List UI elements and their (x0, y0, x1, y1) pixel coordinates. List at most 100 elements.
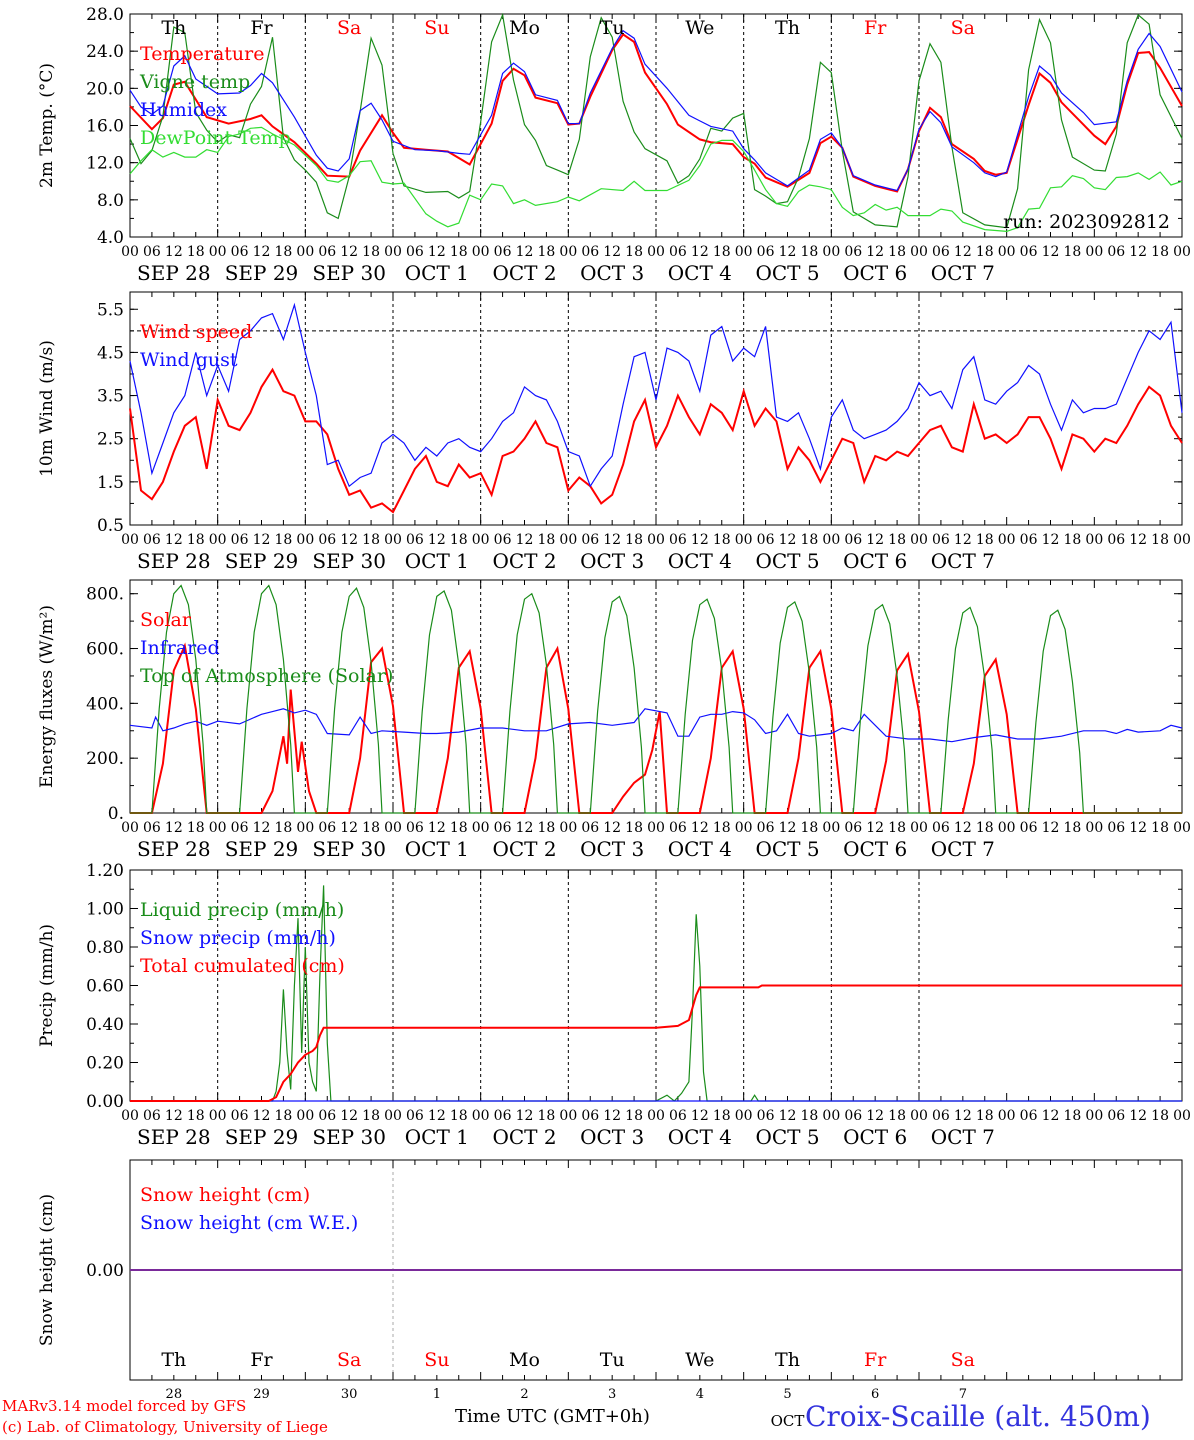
hour-label: 12 (603, 532, 621, 548)
hour-label: 18 (187, 532, 205, 548)
day-number: 30 (341, 1387, 358, 1402)
hour-label: 12 (866, 244, 884, 260)
hour-label: 00 (559, 532, 577, 548)
day-number: 7 (959, 1387, 967, 1402)
hour-label: 00 (735, 244, 753, 260)
series-line-temperature (129, 33, 1183, 193)
hour-label: 18 (1151, 244, 1169, 260)
legend-entry: Top of Atmosphere (Solar) (140, 665, 393, 687)
day-number: 6 (871, 1387, 879, 1402)
y-tick-label: 2.5 (97, 430, 124, 450)
day-number: 2 (520, 1387, 528, 1402)
legend-entry: Infrared (140, 637, 220, 659)
date-label: OCT 1 (405, 837, 469, 861)
y-tick-label: 4.0 (97, 228, 124, 248)
hour-label: 00 (1173, 1108, 1191, 1124)
hour-label: 18 (976, 1108, 994, 1124)
hour-label: 06 (143, 820, 161, 836)
hour-label: 00 (822, 820, 840, 836)
hour-label: 06 (757, 244, 775, 260)
day-number: 5 (783, 1387, 791, 1402)
hour-label: 12 (340, 244, 358, 260)
hour-label: 12 (779, 244, 797, 260)
hour-label: 18 (976, 244, 994, 260)
hour-label: 12 (954, 244, 972, 260)
hour-label: 00 (822, 1108, 840, 1124)
hour-label: 06 (581, 1108, 599, 1124)
hour-label: 00 (910, 1108, 928, 1124)
hour-label: 12 (691, 1108, 709, 1124)
legend-entry: Snow precip (mm/h) (140, 927, 336, 949)
date-label: SEP 30 (312, 549, 386, 573)
series-line-dewpoint-temp (129, 126, 1183, 233)
y-tick-label: 200. (86, 749, 124, 769)
hour-label: 06 (932, 1108, 950, 1124)
hour-label: 12 (954, 820, 972, 836)
hour-label: 18 (450, 532, 468, 548)
hour-label: 12 (866, 820, 884, 836)
y-axis-title: Precip (mm/h) (37, 924, 57, 1047)
hour-label: 12 (779, 532, 797, 548)
y-tick-label: 0. (108, 804, 124, 824)
hour-label: 06 (1107, 820, 1125, 836)
hour-label: 00 (209, 532, 227, 548)
hour-label: 06 (581, 820, 599, 836)
y-tick-label: 12.0 (86, 154, 124, 174)
hour-label: 18 (1064, 244, 1082, 260)
hour-label: 12 (779, 1108, 797, 1124)
date-label: OCT 3 (580, 1125, 644, 1149)
panel-frame (129, 13, 1183, 238)
hour-label: 06 (494, 244, 512, 260)
hour-label: 06 (844, 244, 862, 260)
hour-label: 00 (1173, 532, 1191, 548)
y-tick-label: 0.00 (86, 1092, 124, 1112)
hour-label: 12 (1042, 820, 1060, 836)
hour-label: 06 (406, 244, 424, 260)
hour-label: 06 (1020, 532, 1038, 548)
hour-label: 12 (340, 820, 358, 836)
series-line-infrared (129, 708, 1183, 743)
hour-label: 06 (581, 244, 599, 260)
date-label: OCT 4 (668, 1125, 732, 1149)
hour-label: 12 (516, 244, 534, 260)
hour-label: 00 (647, 820, 665, 836)
date-label: OCT 1 (405, 1125, 469, 1149)
hour-label: 12 (253, 532, 271, 548)
hour-label: 12 (165, 820, 183, 836)
y-tick-label: 8.0 (97, 191, 124, 211)
hour-label: 06 (932, 820, 950, 836)
y-axis-title: 2m Temp. (°C) (37, 63, 57, 188)
hour-label: 18 (450, 820, 468, 836)
y-axis-title: Energy fluxes (W/m²) (37, 605, 57, 788)
hour-label: 00 (1085, 1108, 1103, 1124)
hour-label: 00 (121, 244, 139, 260)
hour-label: 18 (362, 532, 380, 548)
y-tick-label: 20.0 (86, 79, 124, 99)
date-label: OCT 2 (492, 549, 556, 573)
panel-1 (129, 12, 1183, 238)
hour-label: 18 (538, 1108, 556, 1124)
day-name-bottom: We (685, 1349, 714, 1371)
hour-label: 06 (669, 244, 687, 260)
hour-label: 12 (603, 1108, 621, 1124)
hour-label: 00 (384, 244, 402, 260)
hour-label: 18 (801, 820, 819, 836)
panel-2 (129, 291, 1183, 526)
hour-label: 12 (1129, 532, 1147, 548)
hour-label: 06 (494, 1108, 512, 1124)
hour-label: 18 (538, 820, 556, 836)
day-name-top: We (685, 17, 714, 39)
hour-label: 12 (253, 244, 271, 260)
date-label: OCT 3 (580, 261, 644, 285)
hour-label: 00 (472, 1108, 490, 1124)
hour-label: 12 (954, 1108, 972, 1124)
hour-label: 12 (516, 1108, 534, 1124)
y-tick-label: 0.80 (86, 938, 124, 958)
hour-label: 06 (406, 1108, 424, 1124)
hour-label: 00 (559, 244, 577, 260)
date-label: OCT 3 (580, 837, 644, 861)
panel-4 (129, 869, 1183, 1102)
hour-label: 18 (450, 244, 468, 260)
hour-label: 12 (516, 820, 534, 836)
